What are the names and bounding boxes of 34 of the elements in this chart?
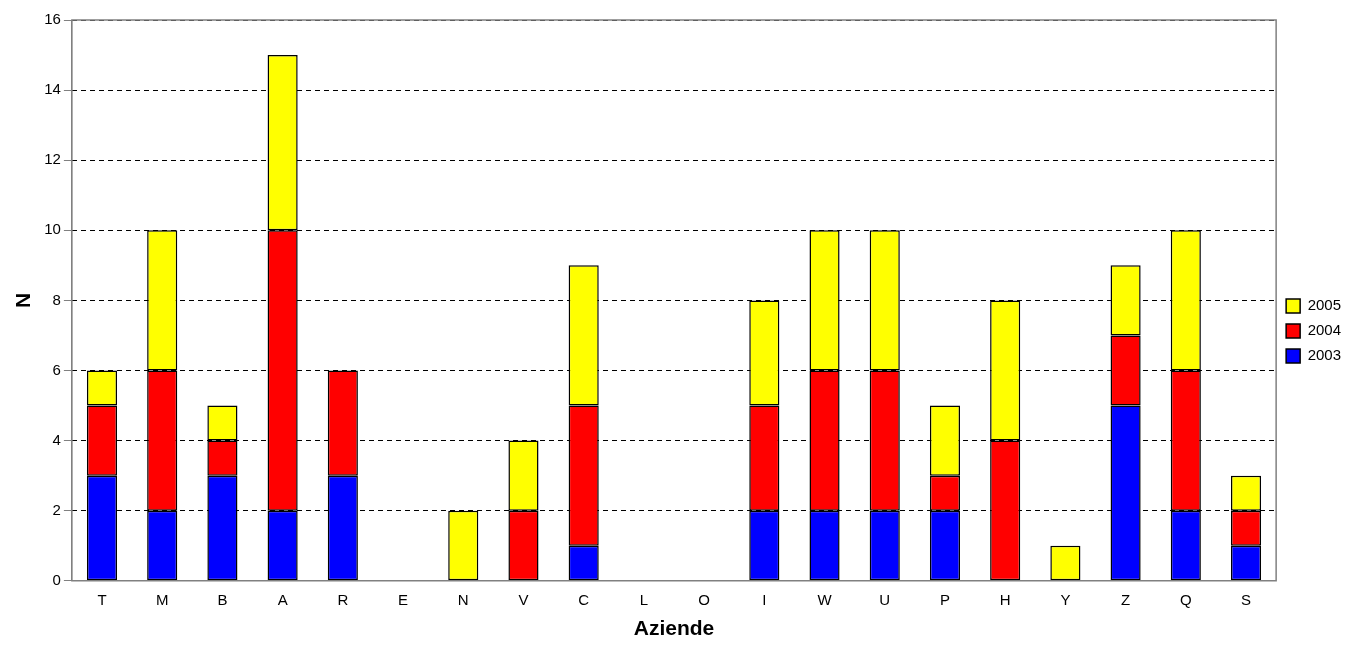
y-tick-label: 12 (44, 150, 61, 168)
x-tick-label: S (1241, 590, 1252, 608)
x-tick-label: M (155, 590, 169, 608)
legend-label: 2005 (1307, 296, 1342, 314)
x-tick-label: C (578, 590, 590, 608)
y-tick-label: 14 (44, 80, 61, 98)
x-tick-label: N (457, 590, 469, 608)
x-tick-label: E (398, 590, 409, 608)
x-tick-label: R (337, 590, 349, 608)
y-tick-label: 16 (44, 10, 61, 28)
y-tick-label: 0 (52, 570, 61, 588)
x-tick-label: O (698, 590, 710, 608)
x-tick-label: T (97, 590, 107, 608)
x-tick-label: P (939, 590, 950, 608)
y-tick-label: 10 (44, 220, 61, 238)
y-tick-label: 6 (52, 360, 61, 378)
legend-label: 2004 (1307, 321, 1342, 339)
x-tick-label: Z (1121, 590, 1131, 608)
y-axis-title: N (11, 292, 35, 308)
x-tick-label: W (817, 590, 833, 608)
x-axis-title: Aziende (633, 616, 715, 640)
y-tick-label: 2 (52, 500, 61, 518)
x-tick-label: U (879, 590, 891, 608)
x-tick-label: B (217, 590, 228, 608)
x-tick-label: I (762, 590, 767, 608)
x-tick-label: Q (1179, 590, 1192, 608)
x-tick-label: A (277, 590, 288, 608)
y-tick-label: 4 (52, 430, 61, 448)
x-tick-label: V (518, 590, 529, 608)
legend-label: 2003 (1307, 346, 1342, 364)
x-tick-label: H (999, 590, 1011, 608)
x-tick-label: L (639, 590, 649, 608)
y-tick-label: 8 (52, 290, 61, 308)
x-tick-label: Y (1060, 590, 1071, 608)
